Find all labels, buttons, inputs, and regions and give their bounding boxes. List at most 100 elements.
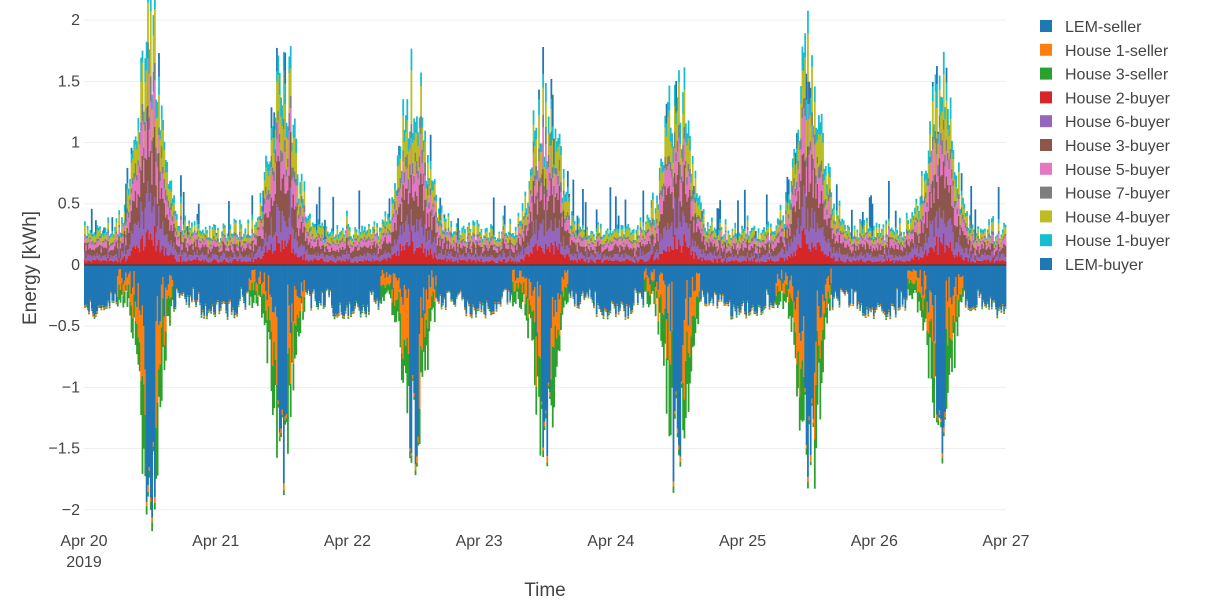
bar-house-3-buyer	[195, 247, 197, 256]
bar-house-7-buyer	[166, 195, 169, 202]
bar-house-1-buyer	[413, 118, 416, 140]
bar-house-5-buyer	[436, 235, 439, 246]
bar-house-5-buyer	[741, 238, 743, 244]
bar-house-2-buyer	[465, 261, 468, 265]
bar-house-4-buyer	[647, 222, 650, 229]
bar-house-1-seller	[330, 305, 333, 307]
bar-house-3-seller	[388, 285, 391, 295]
bar-house-1-seller	[658, 275, 661, 298]
bar-house-1-buyer	[99, 226, 101, 230]
bar-house-4-buyer	[324, 243, 326, 247]
bar-house-5-buyer	[646, 233, 649, 245]
bar-house-2-buyer	[288, 239, 291, 265]
bar-lem-seller	[576, 215, 579, 236]
bar-house-2-buyer	[554, 241, 557, 265]
bar-house-2-buyer	[705, 260, 708, 265]
bar-lem-buyer	[293, 264, 296, 287]
bar-house-5-buyer	[116, 242, 119, 249]
bar-house-5-buyer	[348, 239, 351, 248]
bar-house-2-buyer	[712, 262, 715, 265]
bar-house-6-buyer	[501, 257, 503, 262]
bar-house-3-buyer	[487, 250, 490, 257]
bar-house-2-buyer	[281, 240, 284, 265]
bar-house-2-buyer	[159, 252, 162, 265]
bar-house-6-buyer	[93, 255, 96, 260]
bar-house-4-buyer	[739, 236, 742, 243]
bar-lem-buyer	[448, 264, 451, 292]
bar-house-3-seller	[262, 293, 265, 314]
bar-house-1-seller	[582, 291, 584, 293]
bar-house-5-buyer	[357, 247, 359, 251]
bar-house-5-buyer	[178, 237, 181, 247]
bar-lem-buyer	[749, 264, 752, 313]
bar-house-6-buyer	[420, 218, 422, 249]
bar-house-5-buyer	[588, 245, 591, 251]
bar-house-3-seller	[488, 309, 491, 312]
bar-lem-buyer	[112, 264, 115, 302]
bar-house-3-buyer	[391, 232, 394, 247]
bar-house-5-buyer	[416, 173, 418, 197]
bar-house-5-buyer	[448, 244, 451, 250]
bar-lem-buyer	[638, 264, 641, 292]
bar-house-3-seller	[385, 284, 388, 293]
bar-house-6-buyer	[421, 227, 424, 244]
bar-house-3-buyer	[754, 252, 757, 260]
bar-house-2-buyer	[657, 259, 660, 265]
bar-house-1-seller	[442, 303, 444, 305]
bar-house-6-buyer	[437, 253, 440, 259]
bar-house-3-buyer	[562, 210, 565, 237]
bar-house-4-buyer	[502, 220, 505, 227]
bar-house-7-buyer	[296, 202, 299, 211]
bar-lem-buyer	[571, 264, 573, 290]
bar-house-5-buyer	[347, 241, 350, 246]
bar-lem-buyer	[144, 264, 147, 370]
bar-house-6-buyer	[380, 255, 383, 261]
bar-house-1-buyer	[252, 233, 255, 236]
bar-house-2-buyer	[141, 235, 144, 265]
bar-house-3-seller	[162, 298, 164, 347]
bar-house-2-buyer	[93, 259, 96, 265]
bar-house-7-buyer	[411, 162, 414, 175]
bar-lem-buyer	[529, 264, 532, 282]
bar-house-3-seller	[678, 449, 680, 456]
bar-house-2-buyer	[164, 247, 167, 265]
bar-house-5-buyer	[149, 101, 152, 151]
bar-house-4-buyer	[672, 162, 675, 178]
bar-house-3-buyer	[409, 192, 411, 232]
bar-house-3-buyer	[513, 253, 516, 259]
bar-house-2-buyer	[84, 260, 86, 265]
bar-house-7-buyer	[258, 227, 261, 231]
bar-house-5-buyer	[702, 227, 705, 236]
bar-house-2-buyer	[721, 262, 724, 265]
bar-house-6-buyer	[250, 257, 252, 262]
bar-house-6-buyer	[557, 227, 560, 251]
bar-house-3-seller	[727, 304, 730, 307]
bar-house-2-buyer	[575, 260, 577, 265]
bar-house-6-buyer	[635, 255, 638, 260]
bar-house-1-seller	[473, 308, 476, 310]
bar-house-3-buyer	[318, 246, 321, 256]
bar-house-5-buyer	[137, 166, 140, 195]
bar-house-4-buyer	[232, 237, 234, 244]
bar-house-6-buyer	[350, 257, 352, 263]
bar-house-7-buyer	[748, 242, 750, 246]
bar-house-3-buyer	[303, 226, 306, 246]
bar-house-3-seller	[723, 304, 726, 306]
bar-house-2-buyer	[754, 261, 757, 265]
bar-house-1-buyer	[602, 234, 605, 239]
bar-house-1-buyer	[481, 239, 484, 243]
bar-house-3-seller	[250, 290, 252, 297]
bar-house-3-buyer	[620, 245, 623, 256]
bar-house-2-buyer	[492, 261, 495, 265]
bar-house-2-buyer	[282, 248, 285, 265]
bar-house-1-buyer	[142, 111, 145, 125]
bar-house-1-seller	[169, 274, 171, 299]
bar-house-1-buyer	[391, 197, 394, 205]
bar-house-3-seller	[641, 298, 643, 299]
bar-house-3-seller	[140, 380, 143, 416]
bar-house-2-buyer	[535, 243, 538, 265]
bar-lem-buyer	[672, 264, 675, 482]
bar-house-7-buyer	[639, 226, 642, 231]
bar-lem-buyer	[309, 264, 311, 295]
bar-house-2-buyer	[344, 261, 347, 265]
